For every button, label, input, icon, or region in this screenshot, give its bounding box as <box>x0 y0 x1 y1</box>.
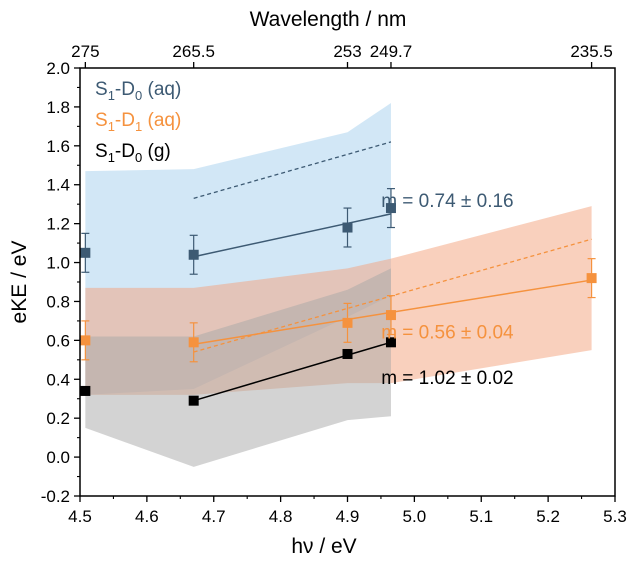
x-tick-label: 5.2 <box>536 507 560 526</box>
marker-s1d0_g <box>385 337 396 348</box>
tick-labels: 4.5 4.6 4.7 4.8 4.9 5.0 5.1 5.2 5.3 -0.2 0.0 0.2 0.4… <box>41 42 627 526</box>
slope-annotations: m = 0.74 ± 0.16 m = 0.56 ± 0.04 m = 1.02 ±… <box>381 191 514 389</box>
x-tick-label: 5.3 <box>603 507 627 526</box>
band-s1d0_g <box>85 268 391 467</box>
slope-annotation-s1d0_g: m = 1.02 ± 0.02 <box>381 368 513 389</box>
y-tick-label: 1.2 <box>46 215 70 234</box>
dashed-line-s1d0_aq <box>193 141 392 199</box>
top-tick-label: 265.5 <box>172 42 215 61</box>
top-tick-label: 235.5 <box>570 42 613 61</box>
y-tick-label: 0.0 <box>46 448 70 467</box>
top-tick-label: 253 <box>333 42 361 61</box>
marker-s1d1_aq <box>385 310 396 321</box>
y-tick-label: 0.8 <box>46 292 70 311</box>
marker-s1d1_aq <box>188 337 199 348</box>
y-tick-label: 1.0 <box>46 254 70 273</box>
x-tick-label: 4.8 <box>269 507 293 526</box>
x-tick-label: 4.6 <box>135 507 159 526</box>
marker-s1d0_g <box>80 385 91 396</box>
x-tick-label: 5.0 <box>403 507 427 526</box>
y-tick-label: 0.4 <box>46 370 70 389</box>
marker-s1d1_aq <box>342 317 353 328</box>
legend: S1-D0 (aq) S1-D1 (aq) S1-D0 (g) <box>95 79 181 165</box>
y-tick-label: 0.2 <box>46 409 70 428</box>
marker-s1d0_aq <box>80 247 91 258</box>
axes <box>74 62 616 502</box>
slope-annotation-s1d1_aq: m = 0.56 ± 0.04 <box>381 322 514 343</box>
marker-s1d0_g <box>188 395 199 406</box>
x-tick-label: 4.9 <box>336 507 360 526</box>
y-tick-label: -0.2 <box>41 487 70 506</box>
y-tick-label: 1.6 <box>46 137 70 156</box>
legend-entry: S1-D1 (aq) <box>95 110 181 134</box>
marker-s1d0_aq <box>188 249 199 260</box>
fit-line-s1d0_g <box>193 341 392 402</box>
top-axis-label: Wavelength / nm <box>250 8 407 31</box>
marker-s1d0_aq <box>385 203 396 214</box>
x-tick-label: 4.7 <box>202 507 226 526</box>
marker-s1d0_g <box>342 348 353 359</box>
y-tick-label: 2.0 <box>46 59 70 78</box>
x-tick-label: 4.5 <box>68 507 92 526</box>
top-tick-label: 275 <box>71 42 99 61</box>
legend-entry: S1-D0 (g) <box>95 141 171 165</box>
y-tick-label: 1.8 <box>46 98 70 117</box>
top-tick-label: 249.7 <box>370 42 413 61</box>
y-tick-label: 0.6 <box>46 331 70 350</box>
legend-entry: S1-D0 (aq) <box>95 79 181 103</box>
x-tick-label: 5.1 <box>469 507 493 526</box>
data-points <box>80 188 597 406</box>
slope-annotation-s1d0_aq: m = 0.74 ± 0.16 <box>381 191 513 212</box>
marker-s1d1_aq <box>80 335 91 346</box>
confidence-bands <box>85 103 592 467</box>
y-tick-label: 1.4 <box>46 176 70 195</box>
marker-s1d1_aq <box>586 273 597 284</box>
x-axis-label: hν / eV <box>291 535 356 558</box>
marker-s1d0_aq <box>342 222 353 233</box>
fit-line-s1d0_aq <box>193 213 392 258</box>
y-axis-label: eKE / eV <box>8 241 31 324</box>
